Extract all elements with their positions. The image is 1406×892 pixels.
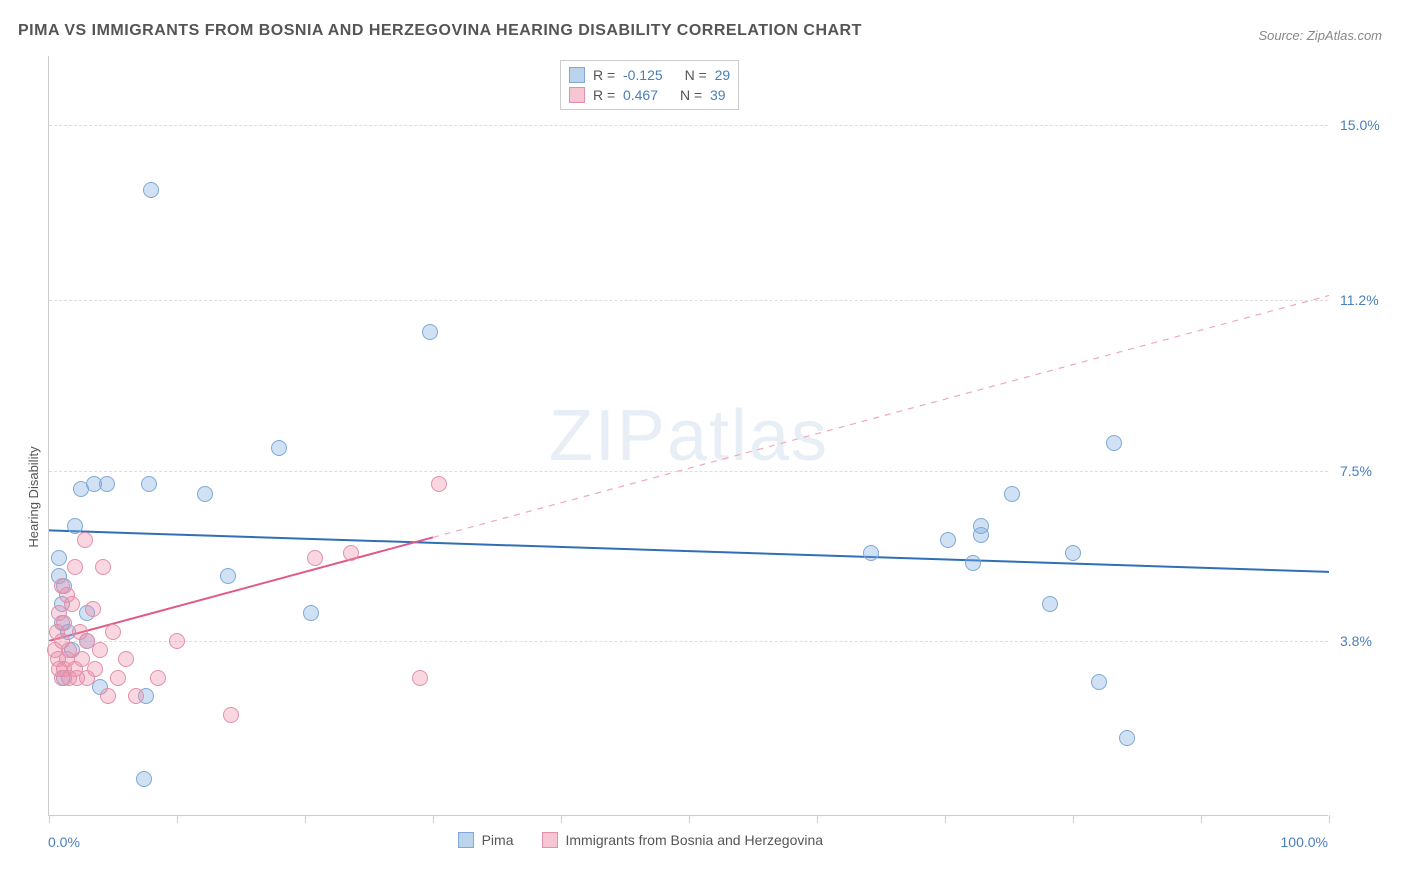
- series-legend-label: Immigrants from Bosnia and Herzegovina: [566, 832, 824, 848]
- data-point-bosnia: [118, 651, 134, 667]
- data-point-pima: [271, 440, 287, 456]
- x-axis-tick: [433, 815, 434, 823]
- trend-lines: [49, 56, 1329, 816]
- watermark: ZIPatlas: [549, 395, 829, 477]
- gridline: [49, 125, 1328, 126]
- legend-r-label: R = -0.125: [593, 67, 663, 83]
- y-axis-tick-label: 11.2%: [1340, 292, 1379, 308]
- x-axis-max-label: 100.0%: [1281, 834, 1328, 850]
- data-point-pima: [1119, 730, 1135, 746]
- data-point-bosnia: [169, 633, 185, 649]
- legend-r-label: R = 0.467: [593, 87, 658, 103]
- gridline: [49, 471, 1328, 472]
- legend-swatch: [569, 87, 585, 103]
- data-point-bosnia: [223, 707, 239, 723]
- legend-n-label: N = 29: [685, 67, 731, 83]
- data-point-pima: [141, 476, 157, 492]
- data-point-pima: [197, 486, 213, 502]
- legend-swatch: [542, 832, 558, 848]
- data-point-bosnia: [105, 624, 121, 640]
- chart-plot-area: ZIPatlas: [48, 56, 1328, 816]
- data-point-bosnia: [95, 559, 111, 575]
- data-point-pima: [1106, 435, 1122, 451]
- data-point-bosnia: [85, 601, 101, 617]
- data-point-pima: [1091, 674, 1107, 690]
- series-legend: Pima Immigrants from Bosnia and Herzegovi…: [458, 830, 823, 850]
- data-point-bosnia: [92, 642, 108, 658]
- gridline: [49, 641, 1328, 642]
- x-axis-min-label: 0.0%: [48, 834, 80, 850]
- data-point-pima: [863, 545, 879, 561]
- y-axis-tick-label: 3.8%: [1340, 633, 1372, 649]
- data-point-pima: [220, 568, 236, 584]
- series-legend-item: Immigrants from Bosnia and Herzegovina: [542, 830, 824, 850]
- data-point-pima: [1004, 486, 1020, 502]
- x-axis-tick: [177, 815, 178, 823]
- x-axis-tick: [1073, 815, 1074, 823]
- x-axis-tick: [1201, 815, 1202, 823]
- legend-swatch: [458, 832, 474, 848]
- data-point-pima: [143, 182, 159, 198]
- x-axis-tick: [49, 815, 50, 823]
- legend-n-label: N = 39: [680, 87, 726, 103]
- x-axis-tick: [561, 815, 562, 823]
- y-axis-tick-label: 7.5%: [1340, 463, 1372, 479]
- data-point-bosnia: [343, 545, 359, 561]
- x-axis-tick: [305, 815, 306, 823]
- data-point-pima: [51, 550, 67, 566]
- series-legend-label: Pima: [482, 832, 514, 848]
- correlation-legend-row: R = 0.467 N = 39: [569, 85, 730, 105]
- data-point-bosnia: [56, 615, 72, 631]
- data-point-bosnia: [110, 670, 126, 686]
- data-point-bosnia: [128, 688, 144, 704]
- data-point-bosnia: [307, 550, 323, 566]
- data-point-bosnia: [77, 532, 93, 548]
- x-axis-tick: [817, 815, 818, 823]
- correlation-legend: R = -0.125 N = 29 R = 0.467 N = 39: [560, 60, 739, 110]
- data-point-bosnia: [150, 670, 166, 686]
- data-point-pima: [99, 476, 115, 492]
- data-point-pima: [422, 324, 438, 340]
- data-point-bosnia: [431, 476, 447, 492]
- data-point-bosnia: [67, 559, 83, 575]
- gridline: [49, 300, 1328, 301]
- y-axis-title: Hearing Disability: [26, 446, 41, 547]
- data-point-bosnia: [412, 670, 428, 686]
- y-axis-tick-label: 15.0%: [1340, 117, 1380, 133]
- data-point-pima: [965, 555, 981, 571]
- data-point-bosnia: [64, 596, 80, 612]
- data-point-pima: [1042, 596, 1058, 612]
- legend-swatch: [569, 67, 585, 83]
- data-point-pima: [136, 771, 152, 787]
- data-point-pima: [303, 605, 319, 621]
- x-axis-tick: [1329, 815, 1330, 823]
- data-point-bosnia: [87, 661, 103, 677]
- chart-title: PIMA VS IMMIGRANTS FROM BOSNIA AND HERZE…: [18, 22, 862, 40]
- data-point-bosnia: [100, 688, 116, 704]
- correlation-legend-row: R = -0.125 N = 29: [569, 65, 730, 85]
- x-axis-tick: [689, 815, 690, 823]
- data-point-pima: [973, 518, 989, 534]
- data-point-pima: [940, 532, 956, 548]
- x-axis-tick: [945, 815, 946, 823]
- data-point-pima: [67, 518, 83, 534]
- data-point-pima: [1065, 545, 1081, 561]
- chart-source: Source: ZipAtlas.com: [1258, 28, 1382, 43]
- series-legend-item: Pima: [458, 830, 514, 850]
